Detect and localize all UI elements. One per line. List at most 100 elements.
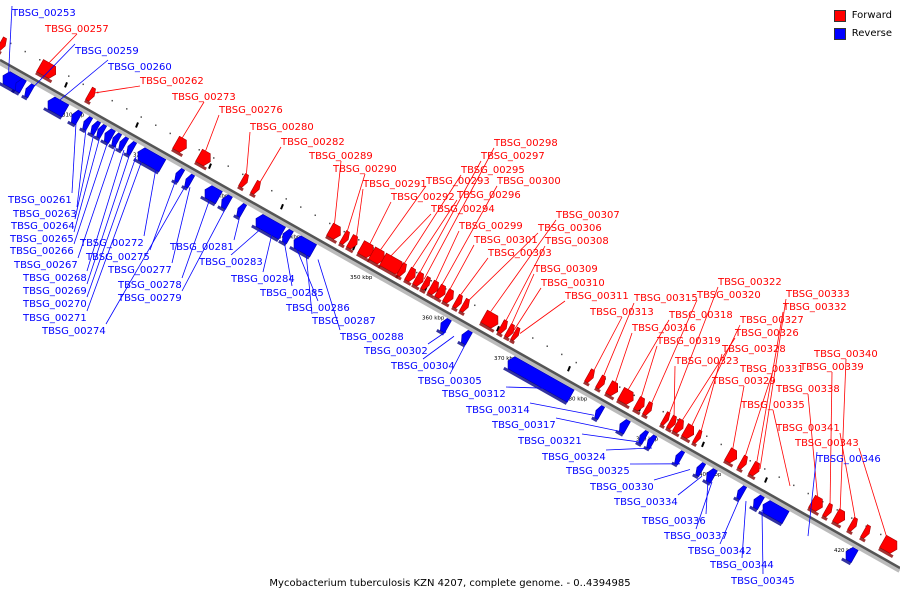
reverse-gene-label[interactable]: TBSG_00271 [22,313,87,324]
reverse-gene-label[interactable]: TBSG_00286 [285,303,350,314]
forward-gene-label[interactable]: TBSG_00295 [460,165,525,176]
forward-gene-label[interactable]: TBSG_00335 [740,400,805,411]
forward-gene-label[interactable]: TBSG_00291 [362,179,427,190]
reverse-gene-label[interactable]: TBSG_00264 [10,221,75,232]
reverse-gene-label[interactable]: TBSG_00312 [441,389,506,400]
forward-gene-label[interactable]: TBSG_00309 [533,264,598,275]
forward-gene-label[interactable]: TBSG_00262 [139,76,204,87]
reverse-gene-label[interactable]: TBSG_00268 [22,273,87,284]
forward-gene-label[interactable]: TBSG_00300 [496,176,561,187]
reverse-gene-label[interactable]: TBSG_00337 [663,531,728,542]
forward-gene-label[interactable]: TBSG_00327 [739,315,804,326]
reverse-gene-label[interactable]: TBSG_00288 [339,332,404,343]
forward-gene-label[interactable]: TBSG_00333 [785,289,850,300]
reverse-gene-arrow [251,214,286,242]
reverse-gene-label[interactable]: TBSG_00267 [13,260,78,271]
reverse-gene-label[interactable]: TBSG_00259 [74,46,139,57]
forward-gene-label[interactable]: TBSG_00332 [782,302,847,313]
reverse-gene-label[interactable]: TBSG_00305 [417,376,482,387]
reverse-gene-label[interactable]: TBSG_00284 [230,274,295,285]
reverse-gene-arrow [503,356,575,405]
forward-gene-label[interactable]: TBSG_00331 [739,364,804,375]
reverse-gene-label[interactable]: TBSG_00283 [198,257,263,268]
reverse-gene-label[interactable]: TBSG_00265 [9,234,74,245]
reverse-gene-label[interactable]: TBSG_00342 [687,546,752,557]
reverse-gene-label[interactable]: TBSG_00287 [311,316,376,327]
label-leader-line [93,85,141,94]
forward-gene-arrow [0,36,7,55]
reverse-gene-label[interactable]: TBSG_00344 [709,560,774,571]
forward-gene-label[interactable]: TBSG_00310 [540,278,605,289]
reverse-gene-label[interactable]: TBSG_00304 [390,361,455,372]
forward-gene-label[interactable]: TBSG_00280 [249,122,314,133]
label-leader-line [667,286,719,418]
reverse-gene-label[interactable]: TBSG_00321 [517,436,582,447]
forward-gene-label[interactable]: TBSG_00311 [564,291,629,302]
forward-gene-label[interactable]: TBSG_00328 [721,344,786,355]
forward-gene-label[interactable]: TBSG_00343 [794,438,859,449]
forward-gene-label[interactable]: TBSG_00289 [308,151,373,162]
reverse-gene-label[interactable]: TBSG_00345 [730,576,795,587]
reverse-gene-label[interactable]: TBSG_00277 [107,265,172,276]
forward-gene-label[interactable]: TBSG_00315 [633,293,698,304]
reverse-gene-label[interactable]: TBSG_00314 [465,405,530,416]
forward-gene-label[interactable]: TBSG_00307 [555,210,620,221]
reverse-gene-label[interactable]: TBSG_00272 [79,238,144,249]
forward-gene-label[interactable]: TBSG_00313 [589,307,654,318]
reverse-gene-label[interactable]: TBSG_00302 [363,346,428,357]
forward-gene-label[interactable]: TBSG_00329 [711,376,776,387]
forward-gene-label[interactable]: TBSG_00341 [775,423,840,434]
forward-gene-label[interactable]: TBSG_00296 [456,190,521,201]
reverse-gene-label[interactable]: TBSG_00253 [11,8,76,19]
forward-gene-arrow [583,368,595,387]
forward-gene-label[interactable]: TBSG_00276 [218,105,283,116]
reverse-gene-label[interactable]: TBSG_00330 [589,482,654,493]
forward-gene-label[interactable]: TBSG_00320 [696,290,761,301]
reverse-gene-label[interactable]: TBSG_00263 [12,209,77,220]
forward-gene-label[interactable]: TBSG_00257 [44,24,109,35]
forward-gene-label[interactable]: TBSG_00306 [537,223,602,234]
forward-gene-label[interactable]: TBSG_00326 [734,328,799,339]
reverse-gene-label[interactable]: TBSG_00260 [107,62,172,73]
reverse-gene-label[interactable]: TBSG_00336 [641,516,706,527]
label-leader-line [449,342,467,375]
reverse-gene-label[interactable]: TBSG_00279 [117,293,182,304]
forward-gene-label[interactable]: TBSG_00318 [668,310,733,321]
reverse-gene-label[interactable]: TBSG_00317 [491,420,556,431]
forward-gene-label[interactable]: TBSG_00339 [799,362,864,373]
forward-gene-label[interactable]: TBSG_00303 [487,248,552,259]
forward-gene-label[interactable]: TBSG_00282 [280,137,345,148]
reverse-gene-label[interactable]: TBSG_00281 [169,242,234,253]
forward-gene-label[interactable]: TBSG_00299 [458,221,523,232]
reverse-gene-label[interactable]: TBSG_00324 [541,452,606,463]
forward-gene-label[interactable]: TBSG_00293 [425,176,490,187]
forward-gene-label[interactable]: TBSG_00301 [473,235,538,246]
forward-gene-label[interactable]: TBSG_00298 [493,138,558,149]
forward-gene-label[interactable]: TBSG_00338 [775,384,840,395]
forward-gene-label[interactable]: TBSG_00322 [717,277,782,288]
forward-gene-label[interactable]: TBSG_00292 [390,192,455,203]
reverse-gene-label[interactable]: TBSG_00261 [7,195,72,206]
reverse-gene-label[interactable]: TBSG_00275 [85,252,150,263]
minor-tick [561,353,563,356]
reverse-gene-label[interactable]: TBSG_00325 [565,466,630,477]
minor-tick [358,239,360,241]
forward-gene-label[interactable]: TBSG_00316 [631,323,696,334]
forward-gene-label[interactable]: TBSG_00340 [813,349,878,360]
forward-gene-label[interactable]: TBSG_00323 [674,356,739,367]
reverse-gene-label[interactable]: TBSG_00278 [117,280,182,291]
reverse-gene-label[interactable]: TBSG_00266 [9,246,74,257]
forward-gene-label[interactable]: TBSG_00273 [171,92,236,103]
reverse-gene-label[interactable]: TBSG_00269 [22,286,87,297]
forward-gene-label[interactable]: TBSG_00297 [480,151,545,162]
forward-gene-label[interactable]: TBSG_00319 [656,336,721,347]
reverse-gene-label[interactable]: TBSG_00270 [22,299,87,310]
forward-gene-label[interactable]: TBSG_00290 [332,164,397,175]
reverse-gene-label[interactable]: TBSG_00334 [613,497,678,508]
reverse-gene-label[interactable]: TBSG_00285 [259,288,324,299]
minor-tick [169,132,171,135]
forward-gene-label[interactable]: TBSG_00308 [544,236,609,247]
reverse-gene-label[interactable]: TBSG_00346 [816,454,881,465]
reverse-gene-label[interactable]: TBSG_00274 [41,326,106,337]
forward-gene-label[interactable]: TBSG_00294 [430,204,495,215]
